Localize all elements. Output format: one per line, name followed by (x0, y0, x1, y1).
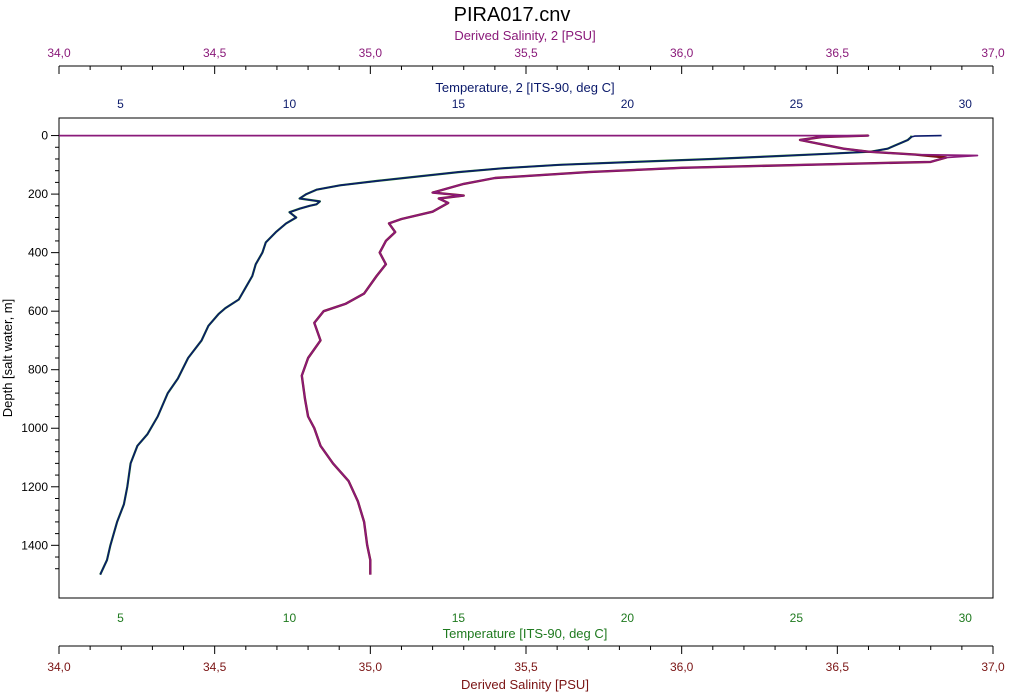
temperature-tick-label: 30 (959, 611, 973, 625)
depth-tick-label: 1000 (21, 421, 48, 435)
salinity-series-line (300, 134, 948, 575)
temperature2-axis-ticks: 5 10 15 20 25 30 (117, 97, 972, 111)
salinity-tick-label: 35,0 (359, 660, 383, 674)
salinity-tick-label: 34,5 (203, 660, 227, 674)
temperature-tick-label: 5 (117, 611, 124, 625)
temperature2-tick-label: 15 (452, 97, 466, 111)
temperature-series-line (99, 135, 913, 576)
depth-tick-label: 1400 (21, 538, 48, 552)
salinity-tick-label: 36,5 (826, 660, 850, 674)
salinity2-tick-label: 35,5 (514, 46, 538, 60)
salinity2-series-line (59, 134, 979, 575)
temperature2-axis-label: Temperature, 2 [ITS-90, deg C] (435, 80, 614, 95)
salinity2-tick-label: 36,0 (670, 46, 694, 60)
salinity-tick-label: 34,0 (47, 660, 71, 674)
depth-tick-label: 0 (41, 129, 48, 143)
series-layer (59, 134, 979, 576)
salinity-tick-label: 36,0 (670, 660, 694, 674)
depth-axis-label: Depth [salt water, m] (0, 299, 15, 418)
temperature-tick-label: 15 (452, 611, 466, 625)
temperature2-tick-label: 20 (621, 97, 635, 111)
salinity2-tick-label: 36,5 (826, 46, 850, 60)
temperature2-tick-label: 10 (283, 97, 297, 111)
salinity2-axis-label: Derived Salinity, 2 [PSU] (454, 28, 595, 43)
depth-tick-label: 200 (28, 187, 48, 201)
depth-tick-label: 600 (28, 304, 48, 318)
temperature2-tick-label: 30 (959, 97, 973, 111)
temperature-tick-label: 20 (621, 611, 635, 625)
temperature-axis-label: Temperature [ITS-90, deg C] (443, 626, 608, 641)
salinity-axis-label: Derived Salinity [PSU] (461, 677, 589, 692)
temperature-tick-label: 25 (790, 611, 804, 625)
salinity2-axis-ticks: 34,0 34,5 35,0 35,5 36,0 36,5 37,0 (47, 46, 1005, 74)
chart-title: PIRA017.cnv (454, 4, 571, 26)
depth-tick-label: 400 (28, 246, 48, 260)
plot-area-frame (58, 117, 994, 599)
temperature-tick-label: 10 (283, 611, 297, 625)
temperature2-tick-label: 5 (117, 97, 124, 111)
salinity-tick-label: 35,5 (514, 660, 538, 674)
temperature2-tick-label: 25 (790, 97, 804, 111)
depth-tick-label: 1200 (21, 480, 48, 494)
salinity2-tick-label: 35,0 (359, 46, 383, 60)
salinity2-tick-label: 37,0 (981, 46, 1005, 60)
salinity-axis-ticks: 34,0 34,5 35,0 35,5 36,0 36,5 37,0 (47, 646, 1005, 674)
temperature2-series-line (99, 134, 942, 575)
salinity-tick-label: 37,0 (981, 660, 1005, 674)
salinity2-tick-label: 34,5 (203, 46, 227, 60)
depth-axis-ticks: 0 200 400 600 800 1000 1200 1400 (21, 129, 59, 570)
salinity2-tick-label: 34,0 (47, 46, 71, 60)
depth-tick-label: 800 (28, 363, 48, 377)
temperature-axis-ticks: 5 10 15 20 25 30 (117, 611, 972, 625)
